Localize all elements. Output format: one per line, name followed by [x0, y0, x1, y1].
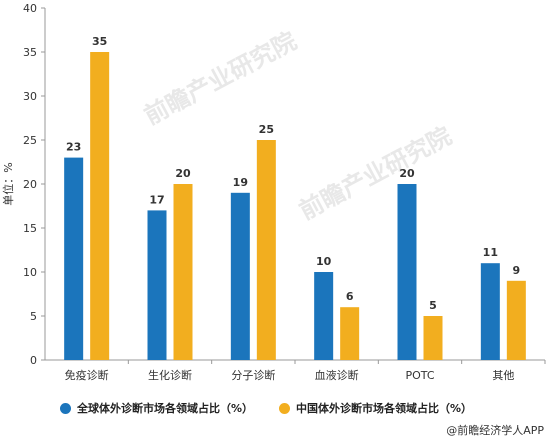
y-axis-label: 单位：% — [1, 162, 15, 205]
y-tick-label: 0 — [30, 354, 37, 367]
y-tick-label: 10 — [23, 266, 37, 279]
legend-marker-china — [279, 402, 291, 414]
bar-global — [230, 192, 250, 360]
legend: 全球体外诊断市场各领域占比（%） 中国体外诊断市场各领域占比（%） — [60, 400, 472, 416]
legend-marker-global — [60, 402, 71, 414]
y-tick-label: 20 — [23, 178, 37, 191]
data-label: 25 — [259, 123, 274, 136]
data-label: 17 — [149, 193, 164, 206]
x-tick-label: 免疫诊断 — [65, 368, 109, 382]
y-tick-label: 30 — [23, 90, 37, 103]
y-tick-label: 40 — [23, 2, 37, 15]
data-label: 20 — [175, 167, 191, 180]
bar-china — [173, 184, 193, 360]
data-label: 35 — [92, 35, 107, 48]
watermark-text-1: 前瞻产业研究院 — [140, 27, 301, 131]
y-tick-label: 15 — [23, 222, 37, 235]
bar-china — [90, 52, 110, 360]
data-label: 19 — [233, 176, 248, 189]
y-tick-label: 25 — [23, 134, 37, 147]
bar-china — [256, 140, 276, 360]
bar-china — [506, 280, 526, 360]
legend-item-global: 全球体外诊断市场各领域占比（%） — [60, 400, 253, 416]
bar-global — [64, 157, 84, 360]
data-label: 11 — [483, 246, 498, 259]
data-label: 9 — [513, 264, 521, 277]
x-tick-label: 生化诊断 — [148, 368, 192, 382]
bar-global — [480, 263, 500, 360]
x-tick-label: 分子诊断 — [231, 368, 275, 382]
y-tick-label: 5 — [30, 310, 37, 323]
data-label: 20 — [399, 167, 415, 180]
data-label: 5 — [429, 299, 437, 312]
watermark-text-2: 前瞻产业研究院 — [295, 122, 456, 226]
legend-label-global: 全球体外诊断市场各领域占比（%） — [77, 402, 254, 415]
data-label: 10 — [316, 255, 332, 268]
source-credit: @前瞻经济学人APP — [446, 424, 544, 437]
x-tick-label: 血液诊断 — [315, 368, 359, 382]
bar-global — [147, 210, 167, 360]
x-tick-label: POTC — [405, 369, 434, 382]
y-tick-label: 35 — [23, 46, 37, 59]
legend-item-china: 中国体外诊断市场各领域占比（%） — [279, 400, 472, 416]
bar-china — [340, 307, 360, 360]
data-label: 23 — [66, 141, 81, 154]
x-tick-label: 其他 — [492, 369, 514, 382]
bar-global — [314, 272, 334, 360]
legend-label-china: 中国体外诊断市场各领域占比（%） — [296, 402, 473, 415]
bar-china — [423, 316, 443, 360]
data-label: 6 — [346, 290, 354, 303]
bar-global — [397, 184, 417, 360]
